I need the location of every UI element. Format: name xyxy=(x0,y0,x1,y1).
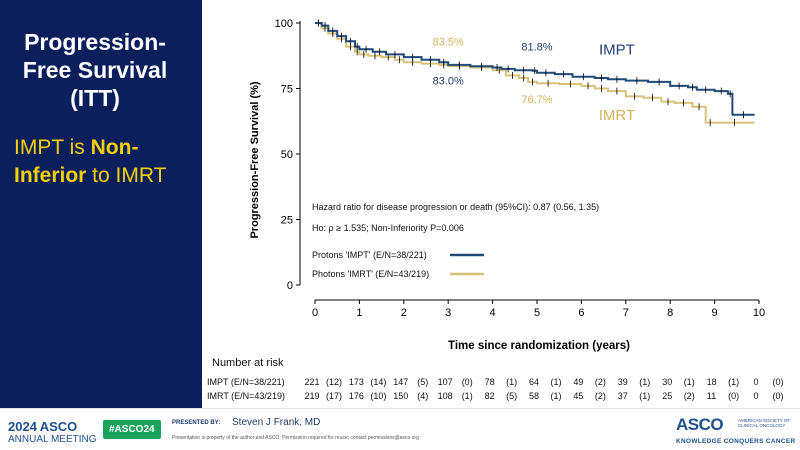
risk-count: 82 xyxy=(485,391,495,401)
risk-count: 64 xyxy=(529,377,539,387)
disclaimer-text: Presentation is property of the author a… xyxy=(172,435,419,441)
risk-table-title: Number at risk xyxy=(212,357,284,369)
x-tick-label: 10 xyxy=(753,307,765,319)
risk-events: (0) xyxy=(728,391,739,401)
risk-events: (17) xyxy=(326,391,342,401)
series-line-imrt xyxy=(315,22,755,124)
risk-events: (1) xyxy=(728,377,739,387)
risk-events: (1) xyxy=(639,391,650,401)
chart-annotation: IMPT xyxy=(599,41,635,58)
asco-logo: ASCO xyxy=(676,415,724,434)
slide-footer: 2024 ASCO ANNUAL MEETING #ASCO24 PRESENT… xyxy=(0,408,800,450)
risk-count: 58 xyxy=(529,391,539,401)
non-inferiority-text: Ho: ρ ≥ 1.535; Non-Inferiority P=0.006 xyxy=(312,223,464,233)
risk-events: (1) xyxy=(506,377,517,387)
risk-events: (2) xyxy=(595,377,606,387)
meeting-year: 2024 xyxy=(8,419,37,434)
legend-label-impt: Protons 'IMPT' (E/N=38/221) xyxy=(312,250,427,260)
risk-count: 176 xyxy=(349,391,364,401)
x-tick-label: 1 xyxy=(356,307,362,319)
x-tick-label: 6 xyxy=(578,307,584,319)
x-tick-label: 8 xyxy=(667,307,673,319)
km-chart: Progression-Free Survival (%) Time since… xyxy=(207,18,784,401)
asco-tagline: KNOWLEDGE CONQUERS CANCER xyxy=(676,438,796,445)
conclusion-bold: Non-Inferior xyxy=(14,136,139,187)
presenter-name: Steven J Frank, MD xyxy=(232,417,321,428)
y-tick-label: 0 xyxy=(287,280,293,292)
meeting-badge: 2024 ASCO ANNUAL MEETING xyxy=(8,419,97,445)
chart-annotation: 81.8% xyxy=(521,42,552,54)
x-tick-label: 3 xyxy=(445,307,451,319)
risk-events: (12) xyxy=(326,377,342,387)
risk-count: 39 xyxy=(618,377,628,387)
risk-events: (4) xyxy=(417,391,428,401)
y-axis-label: Progression-Free Survival (%) xyxy=(249,81,261,238)
risk-count: 221 xyxy=(304,377,319,387)
slide-title: Progression- Free Survival (ITT) xyxy=(0,28,190,112)
risk-row-label-imrt: IMRT (E/N=43/219) xyxy=(207,391,285,401)
risk-events: (10) xyxy=(370,391,386,401)
x-tick-label: 7 xyxy=(623,307,629,319)
risk-events: (2) xyxy=(595,391,606,401)
risk-count: 25 xyxy=(662,391,672,401)
risk-count: 219 xyxy=(304,391,319,401)
risk-events: (0) xyxy=(773,377,784,387)
chart-annotation: 83.0% xyxy=(433,76,464,88)
y-tick-label: 50 xyxy=(281,149,293,161)
y-tick-label: 25 xyxy=(281,215,293,227)
risk-count: 11 xyxy=(707,391,716,401)
conclusion-part-1: IMPT is xyxy=(14,136,91,159)
slide-title-line-2: Free Survival xyxy=(22,57,168,83)
risk-count: 173 xyxy=(349,377,364,387)
x-tick-label: 2 xyxy=(401,307,407,319)
title-panel: Progression- Free Survival (ITT) IMPT is… xyxy=(0,0,202,408)
presented-by-label: PRESENTED BY: xyxy=(172,420,221,426)
conclusion-text: IMPT is Non-Inferior to IMRT xyxy=(14,134,194,190)
risk-count: 107 xyxy=(438,377,453,387)
meeting-sub: ANNUAL MEETING xyxy=(8,434,97,445)
risk-count: 108 xyxy=(438,391,453,401)
meeting-org: ASCO xyxy=(39,419,78,434)
chart-annotation: 83.5% xyxy=(433,36,464,48)
risk-count: 37 xyxy=(618,391,628,401)
chart-annotation: 76.7% xyxy=(521,94,552,106)
risk-count: 150 xyxy=(393,391,408,401)
risk-events: (1) xyxy=(639,377,650,387)
slide-title-line-1: Progression- xyxy=(24,29,166,55)
risk-count: 45 xyxy=(573,391,583,401)
legend-label-imrt: Photons 'IMRT' (E/N=43/219) xyxy=(312,269,429,279)
risk-events: (5) xyxy=(506,391,517,401)
conclusion-part-2: to IMRT xyxy=(86,164,167,187)
risk-events: (0) xyxy=(462,377,473,387)
x-tick-label: 5 xyxy=(534,307,540,319)
asco-society-name: AMERICAN SOCIETY OF CLINICAL ONCOLOGY xyxy=(738,418,791,428)
risk-events: (5) xyxy=(417,377,428,387)
chart-annotation: IMRT xyxy=(599,107,635,124)
risk-count: 0 xyxy=(753,391,758,401)
x-tick-label: 9 xyxy=(712,307,718,319)
risk-count: 0 xyxy=(753,377,758,387)
hashtag-badge: #ASCO24 xyxy=(103,420,161,439)
chart-area: Progression-Free Survival (%) Time since… xyxy=(202,0,800,408)
risk-events: (14) xyxy=(370,377,386,387)
risk-count: 18 xyxy=(707,377,717,387)
risk-count: 78 xyxy=(485,377,495,387)
x-tick-label: 0 xyxy=(312,307,318,319)
risk-row-label-impt: IMPT (E/N=38/221) xyxy=(207,377,285,387)
risk-events: (1) xyxy=(551,391,562,401)
risk-count: 49 xyxy=(573,377,583,387)
risk-events: (2) xyxy=(684,391,695,401)
y-tick-label: 75 xyxy=(281,84,293,96)
risk-events: (1) xyxy=(462,391,473,401)
y-tick-label: 100 xyxy=(275,18,293,30)
hazard-ratio-text: Hazard ratio for disease progression or … xyxy=(312,202,599,212)
risk-count: 30 xyxy=(662,377,672,387)
slide-title-line-3: (ITT) xyxy=(70,85,120,111)
risk-events: (0) xyxy=(773,391,784,401)
risk-events: (1) xyxy=(684,377,695,387)
x-axis-label: Time since randomization (years) xyxy=(448,340,630,352)
risk-count: 147 xyxy=(393,377,408,387)
x-tick-label: 4 xyxy=(490,307,496,319)
risk-events: (1) xyxy=(551,377,562,387)
